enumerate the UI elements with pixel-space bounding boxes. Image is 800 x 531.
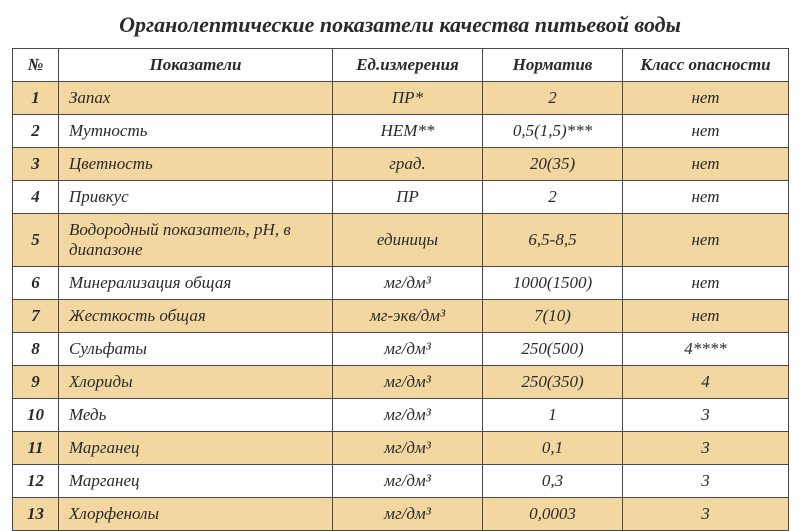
cell-hazard: 3: [623, 399, 789, 432]
cell-indicator: Сульфаты: [59, 333, 333, 366]
cell-indicator: Хлориды: [59, 366, 333, 399]
cell-unit: НЕМ**: [333, 115, 483, 148]
cell-indicator: Марганец: [59, 432, 333, 465]
cell-norm: 1000(1500): [483, 267, 623, 300]
cell-norm: 1: [483, 399, 623, 432]
col-header-indicator: Показатели: [59, 49, 333, 82]
table-row: 13Хлорфенолымг/дм³0,00033: [13, 498, 789, 531]
cell-num: 4: [13, 181, 59, 214]
cell-hazard: 3: [623, 498, 789, 531]
col-header-num: №: [13, 49, 59, 82]
cell-norm: 0,1: [483, 432, 623, 465]
table-row: 5Водородный показатель, pH, в диапазонее…: [13, 214, 789, 267]
col-header-hazard: Класс опасности: [623, 49, 789, 82]
table-row: 3Цветностьград.20(35)нет: [13, 148, 789, 181]
cell-unit: мг/дм³: [333, 333, 483, 366]
table-row: 10Медьмг/дм³13: [13, 399, 789, 432]
cell-norm: 7(10): [483, 300, 623, 333]
cell-indicator: Цветность: [59, 148, 333, 181]
table-row: 2МутностьНЕМ**0,5(1,5)***нет: [13, 115, 789, 148]
cell-unit: ПР*: [333, 82, 483, 115]
cell-num: 13: [13, 498, 59, 531]
cell-num: 10: [13, 399, 59, 432]
cell-norm: 6,5-8,5: [483, 214, 623, 267]
cell-num: 8: [13, 333, 59, 366]
cell-norm: 250(350): [483, 366, 623, 399]
cell-num: 7: [13, 300, 59, 333]
table-row: 11Марганецмг/дм³0,13: [13, 432, 789, 465]
cell-hazard: нет: [623, 181, 789, 214]
cell-norm: 0,0003: [483, 498, 623, 531]
table-row: 9Хлоридымг/дм³250(350)4: [13, 366, 789, 399]
table-header-row: № Показатели Ед.измерения Норматив Класс…: [13, 49, 789, 82]
cell-num: 5: [13, 214, 59, 267]
cell-unit: мг/дм³: [333, 432, 483, 465]
table-row: 4ПривкусПР2нет: [13, 181, 789, 214]
cell-indicator: Минерализация общая: [59, 267, 333, 300]
cell-hazard: 3: [623, 432, 789, 465]
cell-unit: ПР: [333, 181, 483, 214]
cell-hazard: нет: [623, 148, 789, 181]
table-row: 8Сульфатымг/дм³250(500)4****: [13, 333, 789, 366]
cell-num: 2: [13, 115, 59, 148]
cell-indicator: Жесткость общая: [59, 300, 333, 333]
cell-unit: мг/дм³: [333, 465, 483, 498]
cell-num: 9: [13, 366, 59, 399]
cell-unit: мг/дм³: [333, 498, 483, 531]
cell-hazard: нет: [623, 267, 789, 300]
cell-unit: единицы: [333, 214, 483, 267]
cell-unit: мг/дм³: [333, 267, 483, 300]
cell-indicator: Мутность: [59, 115, 333, 148]
cell-norm: 0,5(1,5)***: [483, 115, 623, 148]
table-row: 1ЗапахПР*2нет: [13, 82, 789, 115]
cell-norm: 250(500): [483, 333, 623, 366]
cell-indicator: Водородный показатель, pH, в диапазоне: [59, 214, 333, 267]
cell-num: 6: [13, 267, 59, 300]
cell-indicator: Марганец: [59, 465, 333, 498]
cell-num: 3: [13, 148, 59, 181]
cell-hazard: 4: [623, 366, 789, 399]
page-title: Органолептические показатели качества пи…: [12, 8, 788, 48]
cell-unit: мг-экв/дм³: [333, 300, 483, 333]
cell-norm: 2: [483, 181, 623, 214]
table-row: 12Марганецмг/дм³0,33: [13, 465, 789, 498]
cell-indicator: Запах: [59, 82, 333, 115]
cell-norm: 20(35): [483, 148, 623, 181]
table-row: 7Жесткость общаямг-экв/дм³7(10)нет: [13, 300, 789, 333]
cell-unit: град.: [333, 148, 483, 181]
cell-unit: мг/дм³: [333, 366, 483, 399]
cell-indicator: Привкус: [59, 181, 333, 214]
cell-hazard: нет: [623, 115, 789, 148]
cell-num: 12: [13, 465, 59, 498]
cell-unit: мг/дм³: [333, 399, 483, 432]
cell-hazard: 3: [623, 465, 789, 498]
cell-num: 11: [13, 432, 59, 465]
cell-hazard: нет: [623, 82, 789, 115]
table-row: 6Минерализация общаямг/дм³1000(1500)нет: [13, 267, 789, 300]
cell-norm: 2: [483, 82, 623, 115]
col-header-norm: Норматив: [483, 49, 623, 82]
cell-hazard: нет: [623, 300, 789, 333]
cell-indicator: Медь: [59, 399, 333, 432]
cell-num: 1: [13, 82, 59, 115]
cell-indicator: Хлорфенолы: [59, 498, 333, 531]
col-header-unit: Ед.измерения: [333, 49, 483, 82]
cell-hazard: нет: [623, 214, 789, 267]
cell-norm: 0,3: [483, 465, 623, 498]
cell-hazard: 4****: [623, 333, 789, 366]
water-quality-table: № Показатели Ед.измерения Норматив Класс…: [12, 48, 789, 531]
